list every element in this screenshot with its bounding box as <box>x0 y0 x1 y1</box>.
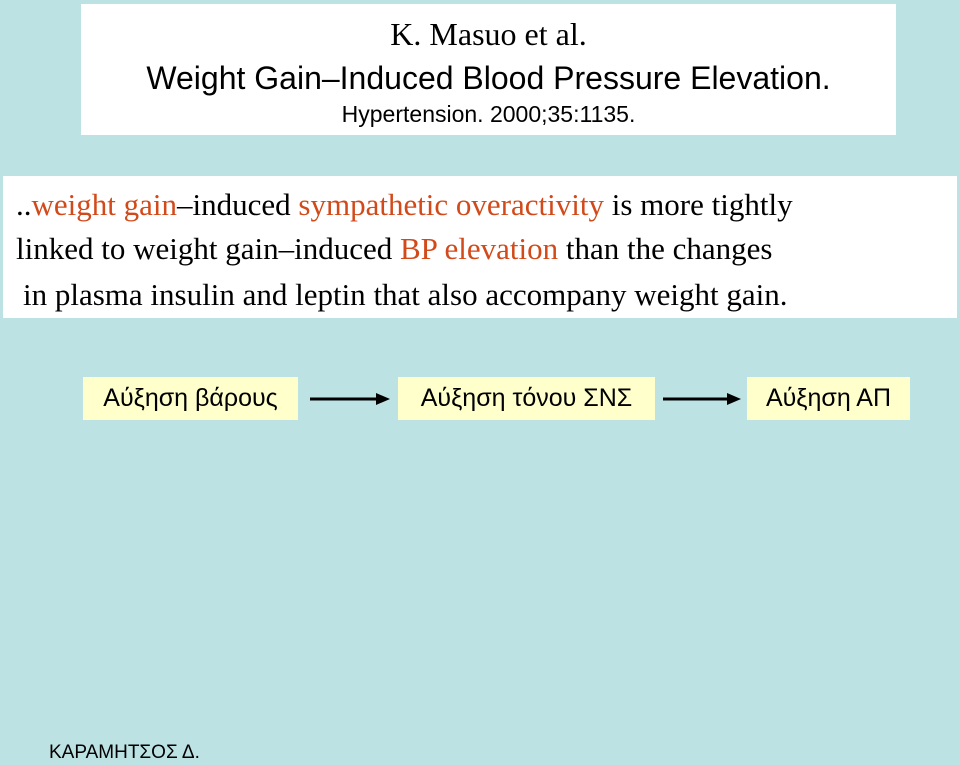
footer-author: ΚΑΡΑΜΗΤΣΟΣ Δ. <box>49 742 200 763</box>
quote-prefix: .. <box>16 187 32 222</box>
highlight-sympathetic-overactivity: sympathetic overactivity <box>298 187 604 222</box>
quote-line-2-start: linked to weight gain–induced <box>16 231 393 266</box>
citation-journal: Hypertension. 2000;35:1135. <box>341 101 636 127</box>
quote-line-2: linked to weight gain–induced BP elevati… <box>16 233 772 264</box>
quote-line-3-rest: that also accompany weight gain. <box>373 277 788 312</box>
citation-authors: K. Masuo et al. <box>390 16 587 52</box>
citation-box: K. Masuo et al. Weight Gain–Induced Bloo… <box>81 4 896 135</box>
flow-step-weight-gain: Αύξηση βάρους <box>83 377 298 420</box>
quote-line-3: in plasma insulin and leptin that also a… <box>23 279 788 310</box>
citation-title: Weight Gain–Induced Blood Pressure Eleva… <box>146 60 831 96</box>
quote-line-1-rest: is more tightly <box>611 187 793 222</box>
highlight-weight-gain: weight gain <box>31 187 178 222</box>
flow-step-bp-increase: Αύξηση ΑΠ <box>747 377 910 420</box>
arrow-right-icon <box>663 393 741 405</box>
quote-box: ..weight gain–induced sympathetic overac… <box>3 176 957 318</box>
quote-induced: –induced <box>177 187 291 222</box>
quote-line-1: ..weight gain–induced sympathetic overac… <box>16 189 793 220</box>
highlight-bp-elevation: BP elevation <box>399 231 559 266</box>
quote-line-2-rest: than the changes <box>565 231 773 266</box>
arrow-right-icon <box>310 393 390 405</box>
quote-line-3-start: in plasma insulin and leptin <box>23 277 366 312</box>
flow-step-sns-tone: Αύξηση τόνου ΣΝΣ <box>398 377 655 420</box>
